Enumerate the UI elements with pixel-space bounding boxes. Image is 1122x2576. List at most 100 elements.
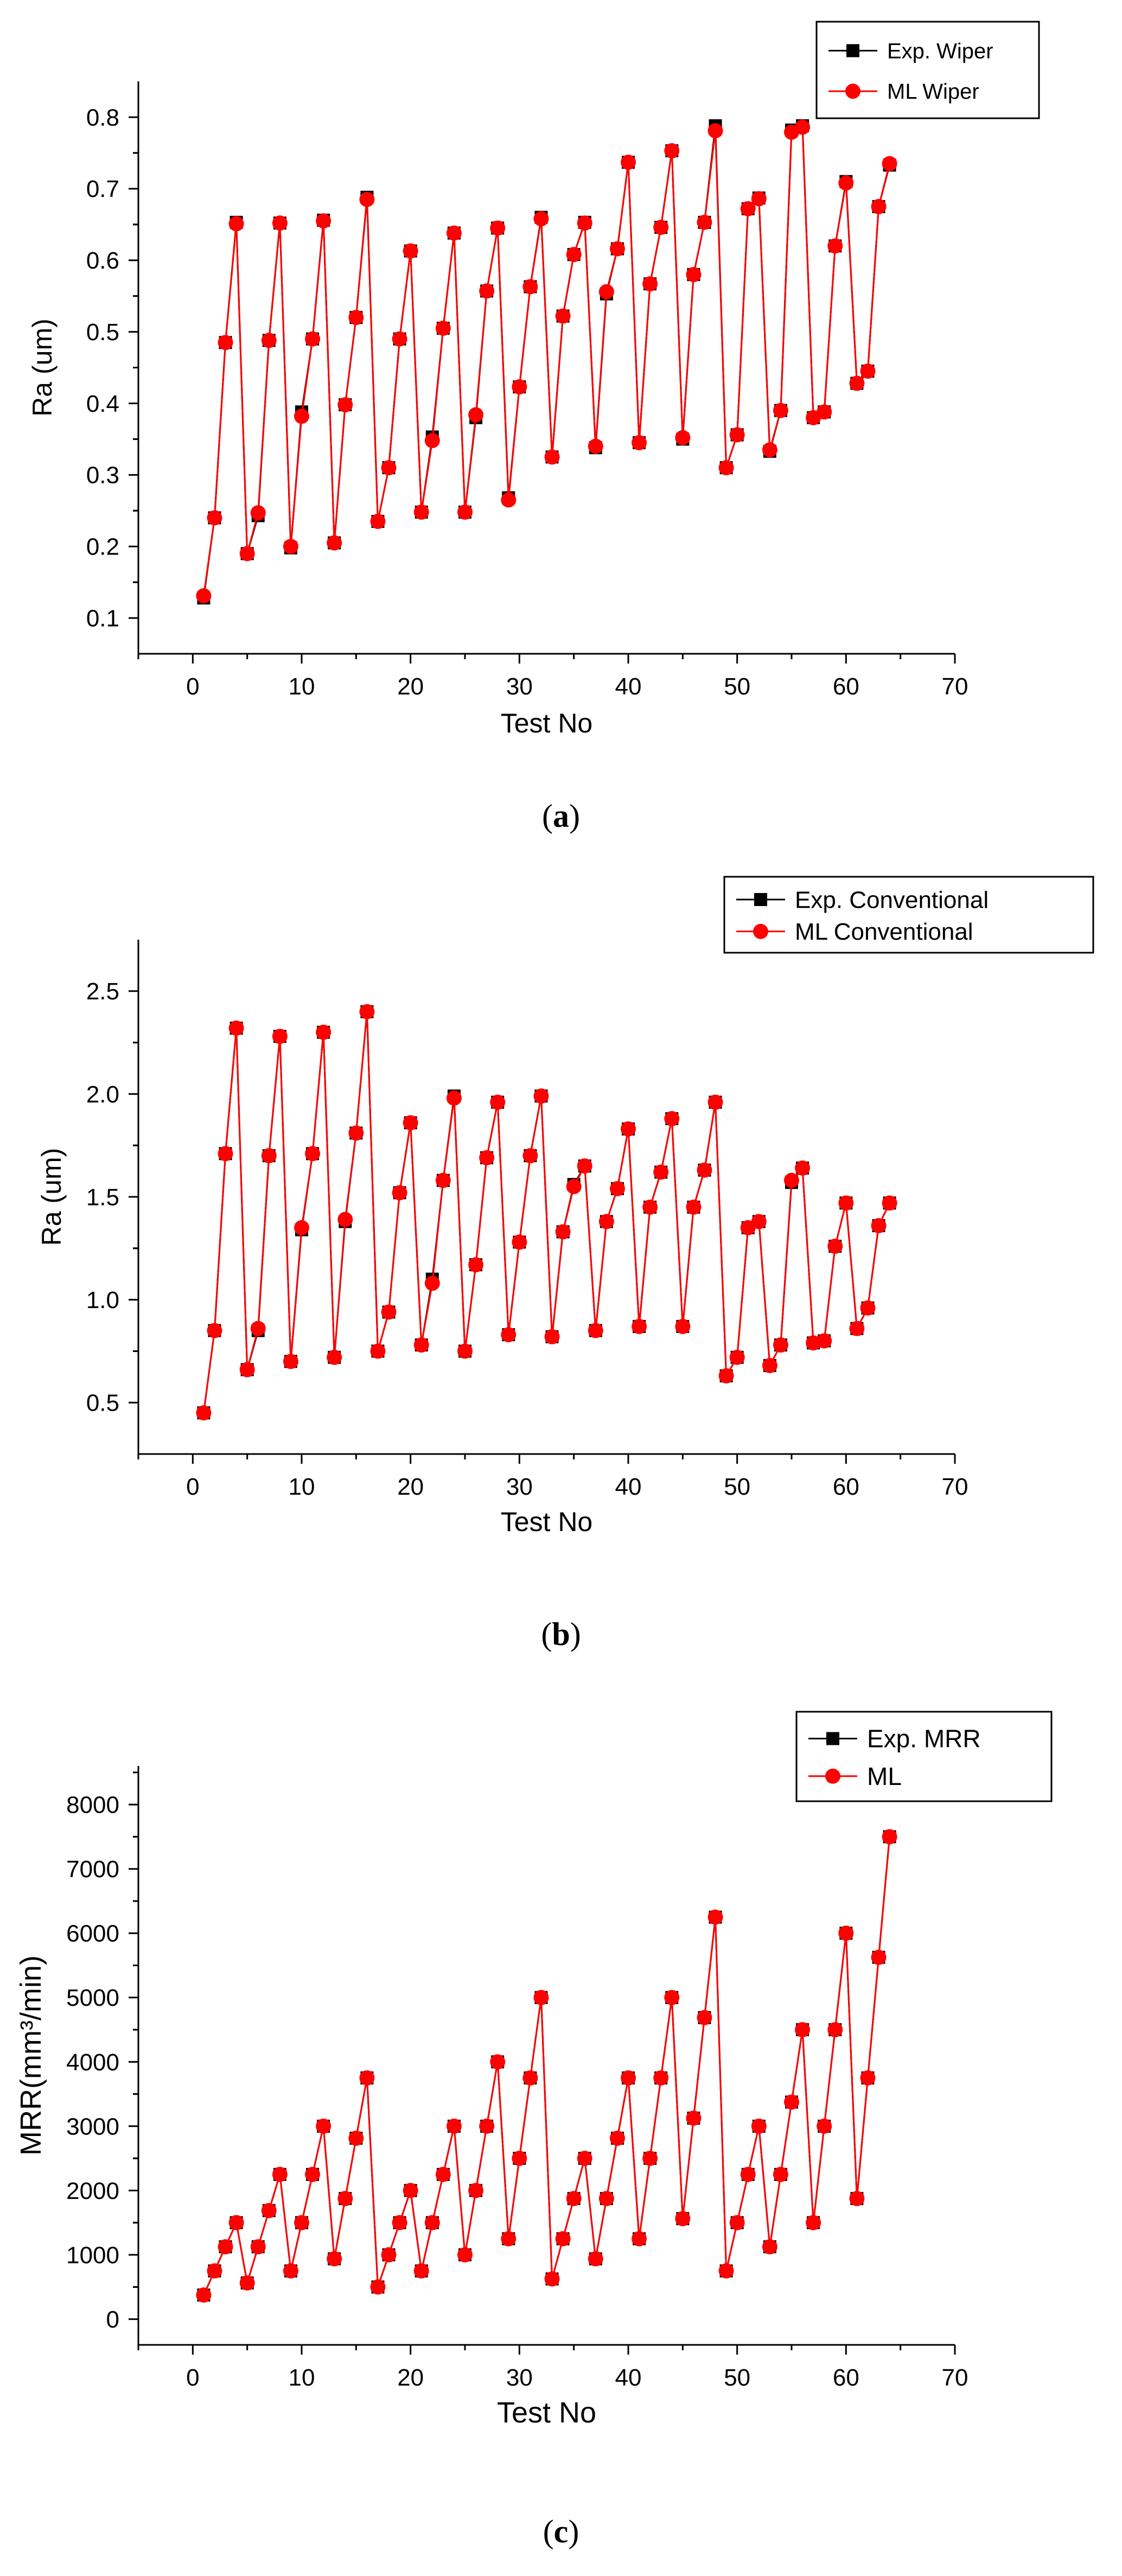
y-axis-label: MRR(mm³/min)	[15, 1955, 47, 2156]
legend-marker-square	[826, 1732, 839, 1745]
ml-data-point	[359, 192, 375, 207]
x-tick-label: 30	[506, 1474, 533, 1500]
ml-data-point	[305, 2166, 321, 2182]
ml-data-point	[207, 510, 222, 526]
ml-data-point	[316, 213, 331, 229]
ml-data-point	[522, 2070, 538, 2086]
ml-data-point	[218, 335, 233, 350]
ml-data-point	[239, 1362, 255, 1378]
ml-data-point	[653, 220, 669, 235]
ml-data-point	[261, 333, 277, 348]
ml-data-point	[544, 2271, 560, 2287]
x-axis-label: Test No	[501, 1507, 593, 1537]
ml-data-point	[305, 331, 321, 347]
y-tick-label: 2000	[66, 2178, 119, 2204]
y-tick-label: 1.0	[86, 1287, 119, 1313]
ml-data-point	[609, 1181, 625, 1196]
y-tick-label: 0.6	[86, 247, 119, 274]
ml-data-point	[675, 1318, 691, 1334]
ml-data-point	[413, 1337, 429, 1353]
ml-data-point	[642, 1199, 658, 1215]
legend-marker-circle	[845, 84, 860, 99]
ml-data-point	[795, 1160, 811, 1176]
ml-data-point	[272, 2166, 288, 2182]
ml-data-point	[849, 2191, 865, 2207]
ml-data-point	[392, 2215, 407, 2230]
ml-data-point	[435, 1172, 451, 1188]
chart-b-svg: 0 10 20 30 40 50 60 70 0.5 1.0 1.5 2.0 2.5 Test No Ra …	[36, 876, 1094, 1537]
x-tick-label: 20	[397, 1474, 424, 1500]
ml-data-point	[598, 1214, 614, 1229]
ml-data-point	[424, 1276, 440, 1291]
y-tick-label: 0.2	[86, 534, 119, 560]
ml-data-point	[479, 1150, 495, 1165]
ml-data-point	[697, 214, 712, 230]
y-tick-label: 5000	[66, 1985, 119, 2011]
ml-data-point	[577, 215, 592, 231]
x-tick-label: 10	[289, 673, 315, 700]
ml-data-point	[609, 2131, 625, 2146]
x-tick-label: 70	[942, 1474, 968, 1500]
ml-data-point	[817, 1333, 832, 1349]
ml-data-point	[609, 241, 625, 257]
x-tick-label: 40	[615, 1474, 642, 1500]
x-tick-label: 0	[186, 1474, 199, 1500]
y-tick-label: 2.0	[86, 1081, 119, 1108]
x-tick-label: 40	[615, 673, 642, 700]
ml-data-point	[718, 2263, 734, 2279]
y-tick-label: 0.5	[86, 1390, 119, 1417]
ml-data-point	[860, 2070, 876, 2086]
ml-data-point	[316, 1024, 331, 1040]
ml-data-point	[729, 427, 745, 443]
ml-data-point	[632, 2231, 647, 2247]
caption-c-label: c	[553, 2514, 569, 2549]
ml-data-point	[403, 2183, 418, 2198]
legend-marker-square	[846, 44, 859, 58]
ml-data-point	[327, 2251, 342, 2267]
ml-data-point	[653, 1164, 669, 1180]
ml-data-point	[283, 2263, 298, 2279]
ml-data-point	[686, 2110, 702, 2126]
ml-data-point	[468, 1257, 484, 1273]
ml-data-point	[370, 1343, 386, 1359]
y-axis-label: Ra (um)	[36, 1148, 67, 1246]
series-line-ml	[202, 1011, 890, 1413]
ml-data-point	[446, 225, 462, 241]
ml-data-point	[283, 1354, 298, 1369]
ml-data-point	[555, 1224, 571, 1240]
ml-data-point	[827, 2022, 843, 2038]
legend-box	[815, 21, 1040, 119]
x-tick-label: 50	[724, 2364, 750, 2391]
ml-data-point	[207, 1323, 222, 1338]
ml-data-point	[501, 492, 517, 508]
y-tick-label: 3000	[66, 2113, 119, 2140]
ml-data-point	[490, 220, 506, 236]
ml-data-point	[740, 201, 756, 216]
y-tick-label: 4000	[66, 2049, 119, 2076]
ml-data-point	[795, 2022, 811, 2038]
ml-data-point	[512, 379, 527, 395]
ml-data-point	[522, 1148, 538, 1164]
ml-data-point	[882, 1829, 897, 1845]
ml-data-point	[446, 1090, 462, 1106]
ml-data-point	[294, 409, 309, 424]
ml-data-point	[675, 2211, 691, 2227]
chart-c-svg: 0 10 20 30 40 50 60 70 0 1000 2000 3000 4000 5000 6000…	[15, 1711, 1053, 2429]
x-tick-label: 60	[833, 1474, 859, 1500]
ml-data-point	[392, 331, 407, 347]
ml-data-point	[642, 276, 658, 292]
ml-data-point	[403, 243, 418, 259]
caption-b-label: b	[552, 1616, 570, 1652]
ml-data-point	[621, 2070, 636, 2086]
ml-data-point	[762, 2239, 777, 2255]
ml-data-point	[718, 1368, 734, 1383]
ml-data-point	[403, 1115, 418, 1131]
ml-data-point	[250, 2239, 266, 2255]
ml-data-point	[468, 407, 484, 423]
ml-data-point	[294, 1220, 309, 1235]
ml-data-point	[381, 2247, 397, 2263]
ml-data-point	[653, 2070, 669, 2086]
y-tick-label: 6000	[66, 1921, 119, 1947]
ml-data-point	[196, 588, 212, 604]
ml-data-point	[588, 438, 603, 454]
